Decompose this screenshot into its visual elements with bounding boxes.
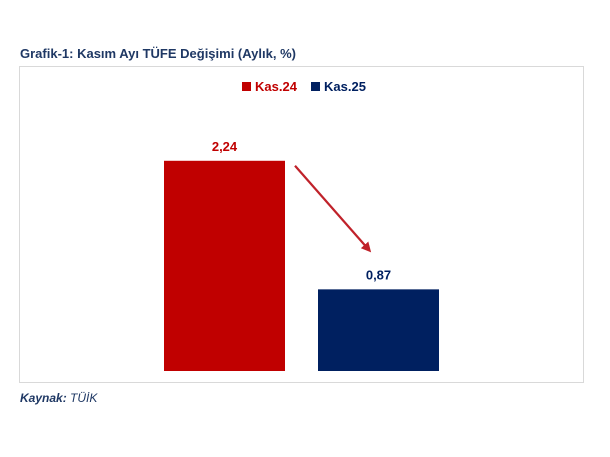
legend-label-kas-24: Kas.24	[255, 79, 298, 94]
legend: Kas.24 Kas.25	[242, 79, 366, 94]
chart-title: Grafik-1: Kasım Ayı TÜFE Değişimi (Aylık…	[20, 46, 296, 61]
chart-frame	[19, 66, 584, 383]
value-label-kas-24: 2,24	[212, 139, 238, 154]
source-label: Kaynak:	[20, 391, 67, 405]
source-note: Kaynak: TÜİK	[20, 391, 97, 405]
bar-kas-25	[318, 289, 439, 371]
decrease-arrow	[294, 165, 372, 253]
value-label-kas-25: 0,87	[366, 267, 391, 282]
bars	[164, 160, 439, 371]
source-value: TÜİK	[70, 391, 98, 405]
legend-label-kas-25: Kas.25	[324, 79, 366, 94]
legend-swatch-kas-25	[311, 82, 320, 91]
bar-kas-24	[164, 160, 285, 371]
value-labels: 2,24 0,87	[212, 139, 391, 283]
legend-swatch-kas-24	[242, 82, 251, 91]
